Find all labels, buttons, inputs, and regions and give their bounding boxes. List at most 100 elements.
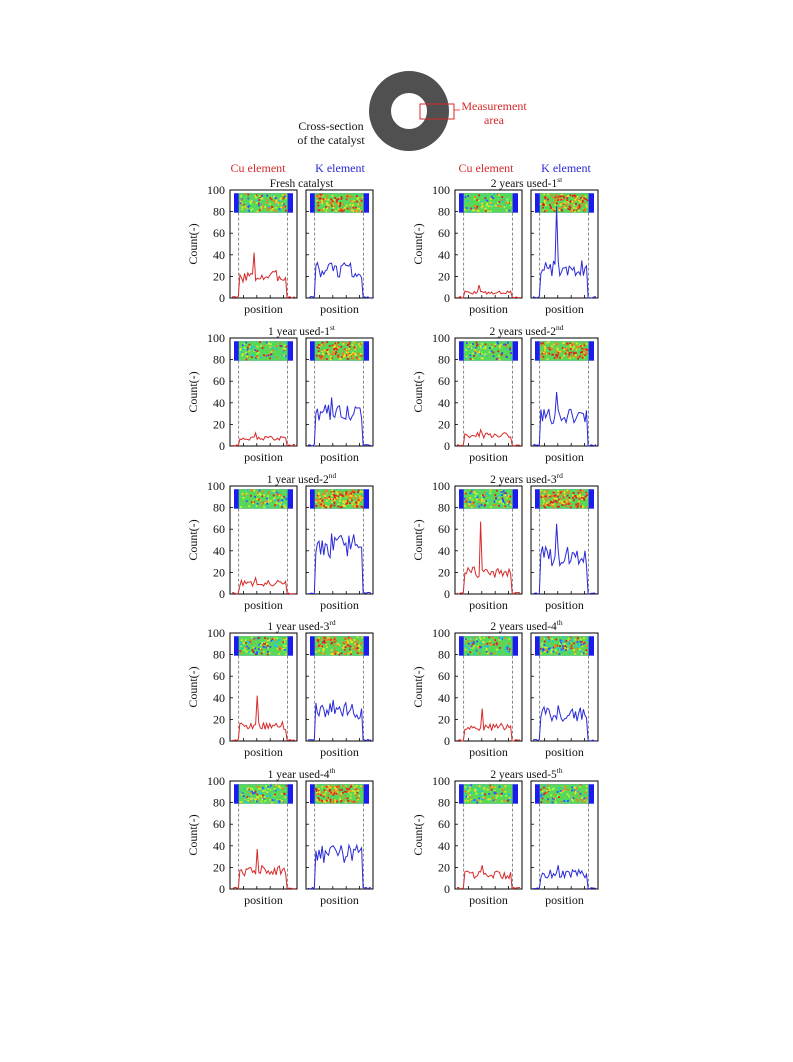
map-pixel [321, 202, 323, 205]
map-pixel [553, 644, 556, 647]
y-axis-label: Count(-) [186, 814, 200, 855]
map-pixel [327, 206, 330, 209]
map-pixel [506, 494, 509, 497]
map-pixel [469, 642, 472, 644]
map-pixel [259, 493, 261, 495]
map-pixel [356, 197, 359, 200]
map-pixel [361, 196, 364, 199]
map-pixel [319, 505, 322, 508]
map-pixel [345, 491, 348, 493]
map-pixel [473, 653, 476, 656]
map-pixel [338, 209, 341, 212]
map-pixel [319, 496, 321, 499]
map-pixel [339, 500, 341, 502]
measurement-label-line1: Measurement [461, 99, 527, 113]
map-pixel [572, 209, 575, 212]
map-pixel [490, 506, 492, 508]
map-pixel [273, 788, 276, 790]
map-pixel [341, 788, 344, 791]
map-pixel [346, 645, 349, 648]
map-pixel [280, 206, 282, 209]
map-pixel [464, 208, 466, 211]
map-pixel [572, 492, 575, 494]
map-pixel [540, 643, 543, 646]
map-pixel [283, 495, 286, 498]
map-pixel [540, 494, 543, 497]
map-pixel [352, 505, 355, 507]
map-pixel [335, 344, 338, 347]
map-pixel [559, 639, 562, 642]
map-pixel [467, 648, 470, 651]
map-pixel [272, 199, 275, 202]
map-pixel [573, 499, 575, 502]
map-pixel [566, 197, 569, 199]
map-pixel [541, 793, 543, 795]
map-pixel [355, 644, 358, 647]
map-pixel [579, 638, 582, 641]
map-pixel [267, 492, 270, 495]
map-pixel [329, 202, 332, 205]
map-pixel [585, 800, 588, 803]
map-pixel [324, 801, 327, 803]
map-pixel [576, 799, 579, 802]
map-pixel [360, 505, 363, 508]
map-pixel [491, 204, 493, 206]
map-pixel [473, 799, 476, 801]
map-pixel [574, 354, 577, 356]
map-pixel [357, 501, 359, 504]
map-pixel [546, 645, 549, 648]
map-pixel [322, 641, 324, 644]
map-pixel [339, 506, 342, 509]
map-pixel [360, 651, 363, 654]
map-pixel [544, 792, 546, 795]
map-pixel [359, 646, 362, 649]
map-pixel [342, 351, 344, 354]
map-pixel [577, 490, 579, 492]
map-pixel [261, 495, 264, 498]
map-pixel [551, 202, 554, 204]
map-pixel [465, 349, 467, 351]
panel-6: 2 years used-3rd020406080100Count(-)posi… [411, 471, 599, 612]
map-pixel [489, 492, 492, 495]
map-pixel [268, 793, 271, 795]
map-pixel [579, 497, 582, 500]
map-pixel [283, 647, 286, 650]
map-pixel [332, 206, 335, 209]
map-pixel [248, 346, 251, 348]
map-pixel [544, 349, 546, 352]
map-pixel [544, 204, 547, 206]
map-pixel [360, 199, 363, 202]
y-tick-label: 100 [207, 183, 225, 197]
map-pixel [317, 492, 320, 494]
map-pixel [283, 348, 286, 350]
map-pixel [338, 202, 340, 205]
map-pixel [317, 201, 319, 204]
map-pixel [548, 500, 551, 503]
y-tick-label: 40 [213, 248, 225, 262]
map-pixel [570, 506, 572, 509]
map-pixel [501, 494, 503, 496]
map-pixel [487, 210, 489, 213]
map-pixel [506, 502, 509, 504]
y-tick-label: 60 [438, 817, 450, 831]
map-pixel [254, 647, 256, 650]
map-pixel [467, 799, 469, 802]
map-pixel [256, 355, 258, 358]
map-pixel [564, 205, 567, 207]
map-pixel [475, 352, 478, 355]
map-pixel [337, 652, 339, 654]
map-pixel [585, 649, 588, 652]
map-pixel [257, 797, 260, 799]
panel-5: 1 year used-2nd020406080100Count(-)posit… [186, 471, 374, 612]
map-pixel [270, 198, 273, 201]
panel-title: 2 years used-4th [490, 618, 563, 633]
map-pixel [263, 354, 265, 357]
map-pixel [480, 494, 483, 497]
map-pixel [329, 798, 332, 801]
map-pixel [317, 204, 320, 207]
map-pixel [560, 647, 563, 650]
map-pixel [283, 638, 286, 641]
map-pixel [491, 195, 493, 198]
map-pixel [278, 501, 281, 503]
